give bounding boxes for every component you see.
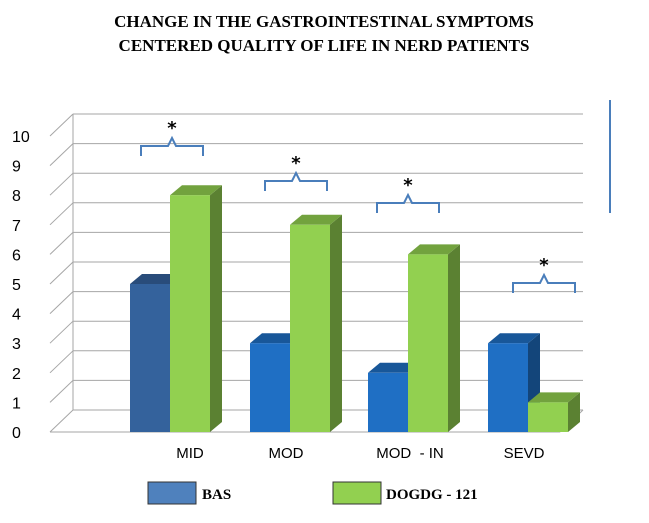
y-tick-label: 1	[12, 395, 21, 412]
significance-star: *	[167, 118, 177, 139]
y-tick-label: 5	[12, 277, 21, 294]
legend: BAS DOGDG - 121	[147, 481, 478, 505]
x-tick-label: SEVD	[504, 445, 545, 462]
y-tick-label: 8	[12, 188, 21, 205]
significance-star: *	[539, 255, 549, 276]
bar-1-1	[290, 214, 342, 432]
legend-swatch	[332, 481, 382, 505]
y-axis-ticks: 0 1 2 3 4 5 6 7 8 9 10	[12, 129, 30, 442]
y-tick-label: 10	[12, 129, 30, 146]
x-tick-label: MID	[176, 445, 204, 462]
y-tick-label: 7	[12, 218, 21, 235]
y-tick-label: 9	[12, 159, 21, 176]
x-tick-label: MOD	[269, 445, 304, 462]
significance-star: *	[291, 153, 301, 174]
y-tick-label: 4	[12, 307, 21, 324]
bars	[130, 185, 580, 432]
significance-markers: * * * *	[140, 118, 576, 293]
chart-title-line-2: CENTERED QUALITY OF LIFE IN NERD PATIENT…	[119, 36, 530, 55]
legend-label: DOGDG - 121	[386, 487, 478, 503]
significance-bracket	[264, 170, 328, 191]
y-tick-label: 2	[12, 366, 21, 383]
chart-title-line-1: CHANGE IN THE GASTROINTESTINAL SYMPTOMS	[114, 12, 534, 31]
legend-swatch	[147, 481, 197, 505]
significance-bracket	[512, 272, 576, 293]
y-tick-label: 0	[12, 425, 21, 442]
bar-0-3	[488, 333, 540, 432]
bar-0-2	[368, 362, 420, 432]
significance-bracket	[140, 135, 204, 156]
bar-1-2	[408, 244, 460, 432]
significance-star: *	[403, 175, 413, 196]
bar-1-3	[528, 392, 580, 432]
bar-1-0	[170, 185, 222, 432]
y-tick-label: 3	[12, 336, 21, 353]
x-axis-labels: MID MOD MOD - IN SEVD	[176, 445, 544, 462]
legend-label: BAS	[202, 487, 231, 503]
significance-bracket	[376, 192, 440, 213]
y-tick-label: 6	[12, 247, 21, 264]
x-tick-label: MOD - IN	[376, 445, 444, 462]
